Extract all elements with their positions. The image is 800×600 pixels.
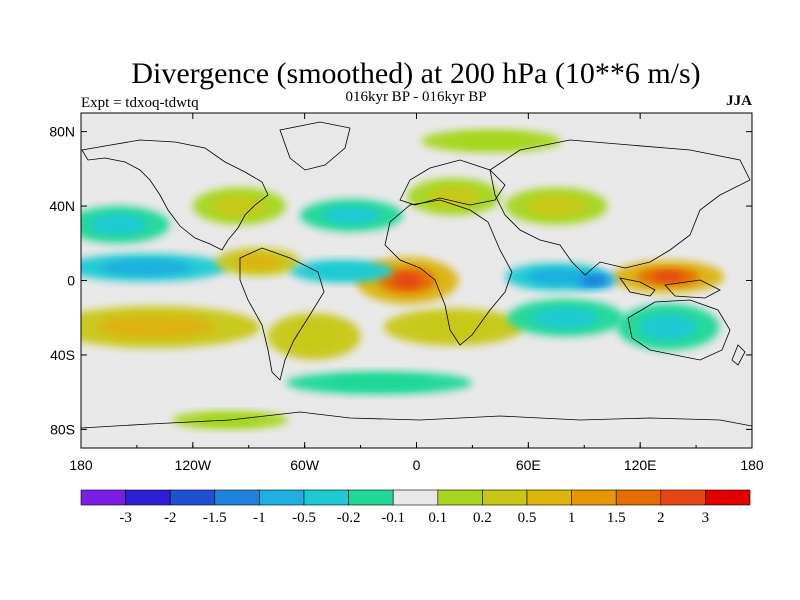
x-tick-label: 60E <box>516 457 541 473</box>
colorbar-swatch <box>125 489 171 506</box>
field-core-central-asia-positive <box>527 195 585 217</box>
coast-australia <box>627 299 731 361</box>
colorbar-swatch <box>705 489 751 506</box>
coast-south-america <box>239 247 325 381</box>
coast-antarctica <box>81 411 752 429</box>
colorbar-swatch <box>259 489 305 506</box>
y-tick-label: 40N <box>49 198 75 214</box>
coast-maritime-continent <box>619 277 721 299</box>
x-tick-label: 60W <box>290 457 320 473</box>
field-core-south-indian-negative <box>532 307 599 329</box>
colorbar-label: -0.5 <box>292 510 316 526</box>
field-core-australia-negative <box>639 314 697 341</box>
field-core-europe-positive <box>427 186 480 208</box>
chart-title: Divergence (smoothed) at 200 hPa (10**6 … <box>131 57 700 90</box>
colorbar-label: -1.5 <box>203 510 227 526</box>
x-tick-label: 180 <box>69 457 93 473</box>
coast-asia <box>489 139 751 276</box>
colorbar-swatch <box>169 489 216 506</box>
colorbar-label: 0.2 <box>473 510 492 526</box>
coastlines <box>81 121 752 429</box>
colorbar-label: 0.1 <box>428 510 447 526</box>
coast-greenland <box>279 121 351 171</box>
colorbar-label: -1 <box>253 510 266 526</box>
x-axis: 180 120W 60W 0 60E 120E 180 <box>69 113 764 473</box>
field-peak-maritime-continent-strong-positive <box>652 271 684 282</box>
coast-africa <box>384 199 513 346</box>
y-tick-label: 80S <box>50 421 75 437</box>
coast-north-america <box>81 139 269 251</box>
y-axis: 80N 40N 0 40S 80S <box>49 124 752 437</box>
field-core-north-atlantic-negative <box>322 206 380 225</box>
divergence-field <box>81 129 725 430</box>
colorbar-label: -0.1 <box>381 510 405 526</box>
colorbar-swatch <box>80 489 126 506</box>
colorbar-label: 0.5 <box>518 510 537 526</box>
x-tick-label: 180 <box>740 457 764 473</box>
colorbar-swatch <box>526 489 572 506</box>
field-core-north-pacific-negative <box>89 214 147 236</box>
field-core-equatorial-pacific-negative <box>100 259 192 276</box>
colorbar-swatch <box>660 489 706 506</box>
colorbar-label: -0.2 <box>337 510 361 526</box>
colorbar-swatch <box>348 489 394 506</box>
coast-new-zealand <box>731 344 746 366</box>
field-core-north-america-positive <box>213 195 266 217</box>
field-core-south-pacific-positive-band <box>96 315 215 339</box>
x-tick-label: 120E <box>624 457 657 473</box>
x-tick-label: 120W <box>175 457 212 473</box>
coast-europe <box>399 159 506 206</box>
colorbar-swatch <box>571 489 617 506</box>
field-peak-bay-of-bengal-negative <box>587 277 601 284</box>
colorbar-swatch <box>482 489 528 506</box>
colorbar-label: 3 <box>702 510 710 526</box>
y-tick-label: 40S <box>50 347 75 363</box>
field-core-southern-ocean-negative <box>327 376 432 390</box>
colorbar-label: 2 <box>657 510 665 526</box>
colorbar-swatch <box>392 489 439 506</box>
field-core-south-america-positive <box>287 323 341 350</box>
field-core-central-america-positive <box>234 254 282 270</box>
colorbar-swatch <box>437 489 483 506</box>
colorbar: -3 -2 -1.5 -1 -0.5 -0.2 -0.1 0.1 0.2 0.5 1 1.5 2 3 <box>80 489 751 526</box>
experiment-label: Expt = tdxoq-tdwtq <box>81 95 199 111</box>
field-core-atlantic-itcz-negative <box>313 264 371 278</box>
y-tick-label: 80N <box>49 124 75 140</box>
colorbar-label: 1.5 <box>607 510 626 526</box>
field-core-south-atlantic-positive <box>414 316 493 338</box>
field-core-arctic-positive <box>451 134 531 148</box>
colorbar-label: -2 <box>164 510 177 526</box>
colorbar-label: -3 <box>119 510 132 526</box>
colorbar-label: 1 <box>568 510 576 526</box>
season-label: JJA <box>726 93 752 109</box>
chart-subtitle: 016kyr BP - 016kyr BP <box>345 89 486 105</box>
x-tick-label: 0 <box>413 457 421 473</box>
colorbar-swatch <box>303 489 349 506</box>
colorbar-swatch <box>615 489 662 506</box>
field-peak-central-africa-strong-positive <box>392 273 422 288</box>
colorbar-swatch <box>214 489 260 506</box>
y-tick-label: 0 <box>67 273 75 289</box>
